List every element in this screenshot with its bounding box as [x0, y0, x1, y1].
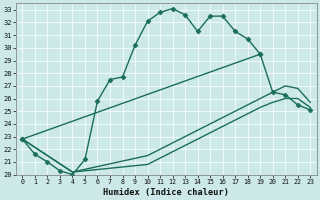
X-axis label: Humidex (Indice chaleur): Humidex (Indice chaleur) [103, 188, 229, 197]
